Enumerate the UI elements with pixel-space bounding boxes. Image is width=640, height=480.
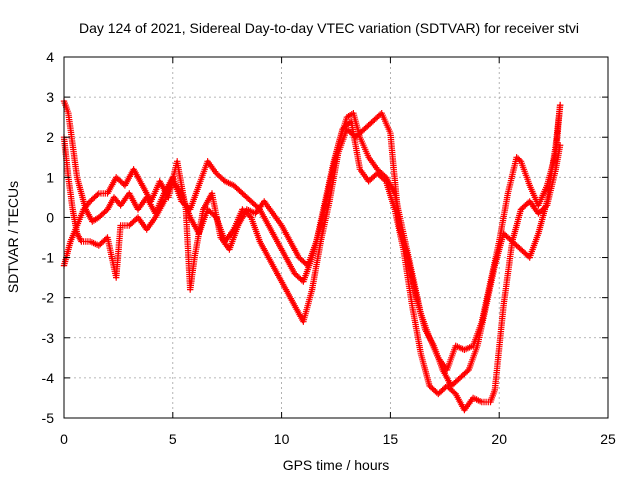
x-tick-label: 20 [491,431,507,447]
x-tick-label: 10 [274,431,290,447]
grid-lines [64,57,608,418]
axis-ticks: 0 5 10 15 20 25 -5 -4 -3 -2 -1 0 1 2 3 4 [42,49,616,447]
x-axis-label: GPS time / hours [283,457,390,473]
y-tick-label: 3 [46,89,54,105]
y-axis-label: SDTVAR / TECUs [5,181,21,293]
x-tick-label: 5 [169,431,177,447]
chart-title: Day 124 of 2021, Sidereal Day-to-day VTE… [79,20,579,36]
x-tick-label: 15 [383,431,399,447]
y-tick-label: -2 [42,290,55,306]
series-marks-track-a [60,97,564,374]
plot-frame [63,56,609,419]
y-tick-label: 2 [46,129,54,145]
x-tick-label: 0 [60,431,68,447]
y-tick-label: -3 [42,330,55,346]
x-tick-label: 25 [600,431,616,447]
y-tick-label: -4 [42,370,55,386]
data-marks [60,97,564,414]
y-tick-label: 1 [46,169,54,185]
series-track-a [60,97,564,374]
y-tick-label: 0 [46,209,54,225]
y-tick-label: -5 [42,410,55,426]
y-tick-label: -1 [42,250,55,266]
y-tick-label: 4 [46,49,54,65]
